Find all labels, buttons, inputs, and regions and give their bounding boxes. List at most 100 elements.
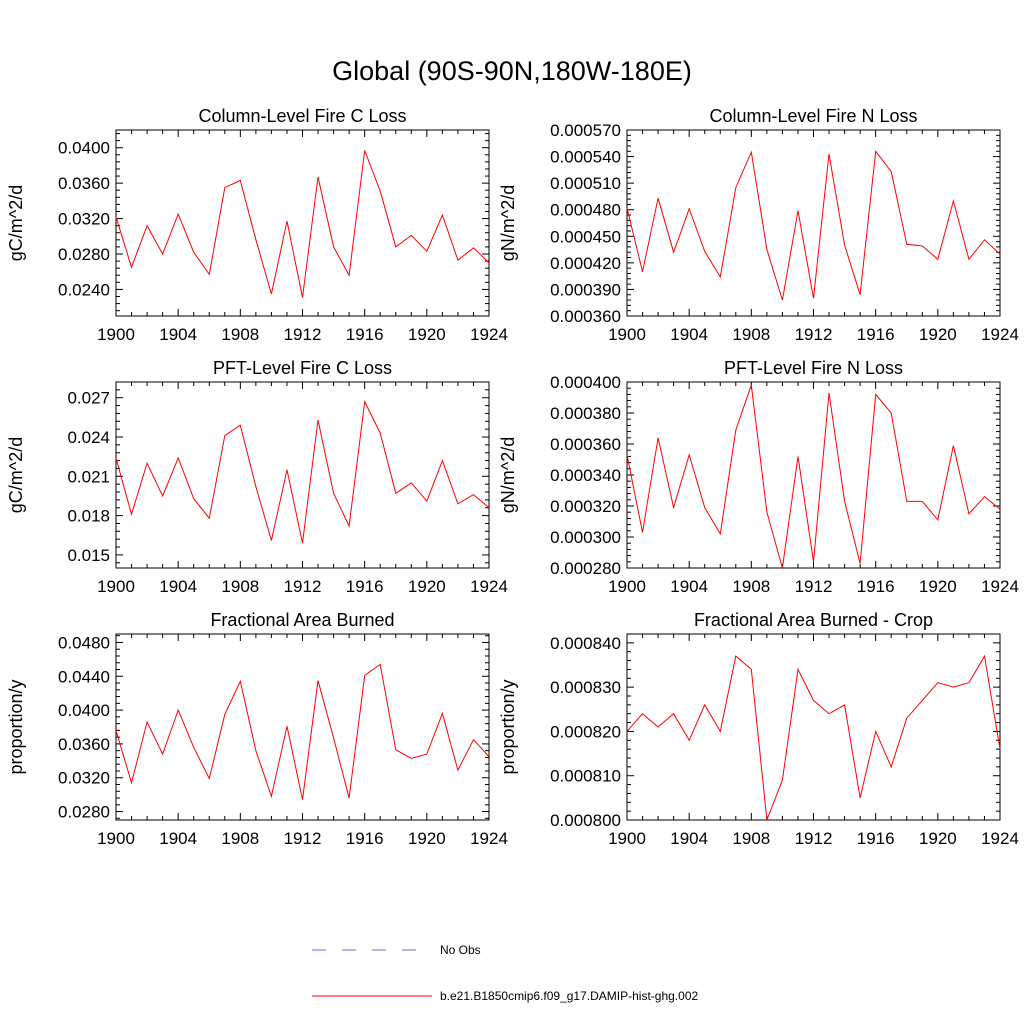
- plot-frame: [626, 633, 1001, 821]
- series-line: [626, 150, 1001, 301]
- x-tick-label: 1900: [97, 577, 135, 596]
- y-tick-label: 0.000360: [550, 435, 621, 454]
- y-axis-label: gC/m^2/d: [6, 437, 26, 513]
- x-tick-label: 1920: [919, 325, 957, 344]
- y-tick-label: 0.000810: [550, 767, 621, 786]
- x-tick-label: 1920: [919, 577, 957, 596]
- y-tick-label: 0.015: [67, 546, 110, 565]
- y-tick-label: 0.0320: [58, 210, 110, 229]
- y-tick-label: 0.0280: [58, 803, 110, 822]
- x-tick-label: 1916: [346, 325, 384, 344]
- x-tick-label: 1904: [670, 829, 708, 848]
- y-tick-label: 0.000340: [550, 466, 621, 485]
- panel-title: Fractional Area Burned: [210, 610, 394, 630]
- y-tick-label: 0.000450: [550, 227, 621, 246]
- series-line: [626, 654, 1001, 821]
- panel-fractional-area-burned: 1900 1904 1908 1912 1916 1920 1924 0.0280 0.0320…: [6, 610, 508, 848]
- legend: No Obs b.e21.B1850cmip6.f09_g17.DAMIP-his…: [312, 943, 698, 1003]
- y-tick-label: 0.000540: [550, 148, 621, 167]
- plot-frame: [115, 129, 490, 317]
- y-tick-label: 0.0360: [58, 735, 110, 754]
- y-tick-label: 0.0240: [58, 280, 110, 299]
- series-line: [626, 384, 1001, 569]
- x-tick-label: 1900: [608, 577, 646, 596]
- x-tick-label: 1912: [284, 577, 322, 596]
- x-tick-label: 1924: [470, 577, 508, 596]
- y-tick-label: 0.000320: [550, 497, 621, 516]
- x-tick-label: 1912: [795, 829, 833, 848]
- plot-frame: [626, 129, 1001, 317]
- y-tick-label: 0.0320: [58, 769, 110, 788]
- y-tick-label: 0.0400: [58, 139, 110, 158]
- y-tick-label: 0.000480: [550, 201, 621, 220]
- y-axis-label: gN/m^2/d: [498, 185, 518, 261]
- panel-pft-fire-c-loss: 1900 1904 1908 1912 1916 1920 1924 0.015 0.018 0.…: [6, 358, 508, 596]
- y-tick-label: 0.0480: [58, 633, 110, 652]
- series-line: [115, 150, 490, 298]
- y-axis-label: proportion/y: [6, 679, 26, 774]
- panel-column-fire-n-loss: 1900 1904 1908 1912 1916 1920 1924 0.000360 0.00…: [498, 106, 1019, 344]
- x-tick-label: 1920: [408, 829, 446, 848]
- series-line: [115, 399, 490, 544]
- y-tick-label: 0.000840: [550, 634, 621, 653]
- panel-title: Fractional Area Burned - Crop: [694, 610, 933, 630]
- y-tick-label: 0.000510: [550, 174, 621, 193]
- x-tick-label: 1920: [408, 577, 446, 596]
- y-tick-label: 0.000300: [550, 528, 621, 547]
- x-tick-label: 1908: [221, 829, 259, 848]
- y-tick-label: 0.000390: [550, 280, 621, 299]
- y-tick-label: 0.0280: [58, 245, 110, 264]
- panel-pft-fire-n-loss: 1900 1904 1908 1912 1916 1920 1924 0.000280 0.00…: [498, 358, 1019, 596]
- x-tick-label: 1912: [284, 829, 322, 848]
- x-tick-label: 1920: [919, 829, 957, 848]
- y-axis-label: gN/m^2/d: [498, 437, 518, 513]
- x-tick-label: 1924: [470, 325, 508, 344]
- x-tick-label: 1904: [159, 325, 197, 344]
- x-tick-label: 1912: [795, 577, 833, 596]
- y-tick-label: 0.000360: [550, 307, 621, 326]
- panel-title: Column-Level Fire C Loss: [198, 106, 406, 126]
- y-tick-label: 0.024: [67, 428, 110, 447]
- x-tick-label: 1900: [608, 325, 646, 344]
- y-tick-label: 0.000280: [550, 559, 621, 578]
- y-tick-label: 0.018: [67, 507, 110, 526]
- x-tick-label: 1904: [159, 577, 197, 596]
- y-axis-label: gC/m^2/d: [6, 185, 26, 261]
- y-tick-label: 0.000420: [550, 254, 621, 273]
- panel-column-fire-c-loss: 1900 1904 1908 1912 1916 1920 1924 0.0240 0.0280…: [6, 106, 508, 344]
- x-tick-label: 1920: [408, 325, 446, 344]
- x-tick-label: 1924: [981, 325, 1019, 344]
- x-tick-label: 1908: [732, 829, 770, 848]
- legend-label: b.e21.B1850cmip6.f09_g17.DAMIP-hist-ghg.…: [440, 989, 698, 1003]
- x-tick-label: 1900: [608, 829, 646, 848]
- x-tick-label: 1916: [857, 577, 895, 596]
- x-tick-label: 1908: [732, 325, 770, 344]
- x-tick-label: 1912: [284, 325, 322, 344]
- x-tick-label: 1912: [795, 325, 833, 344]
- y-tick-label: 0.000400: [550, 373, 621, 392]
- x-tick-label: 1900: [97, 325, 135, 344]
- x-tick-label: 1904: [670, 577, 708, 596]
- x-tick-label: 1924: [470, 829, 508, 848]
- y-tick-label: 0.0440: [58, 667, 110, 686]
- x-tick-label: 1916: [346, 577, 384, 596]
- y-axis-label: proportion/y: [498, 679, 518, 774]
- y-tick-label: 0.000820: [550, 722, 621, 741]
- y-tick-label: 0.027: [67, 389, 110, 408]
- y-tick-label: 0.000800: [550, 811, 621, 830]
- x-tick-label: 1924: [981, 577, 1019, 596]
- y-tick-label: 0.000380: [550, 404, 621, 423]
- y-tick-label: 0.0400: [58, 701, 110, 720]
- panel-title: PFT-Level Fire N Loss: [724, 358, 903, 378]
- x-tick-label: 1904: [670, 325, 708, 344]
- x-tick-label: 1908: [221, 577, 259, 596]
- y-tick-label: 0.021: [67, 467, 110, 486]
- series-line: [115, 663, 490, 800]
- figure-title: Global (90S-90N,180W-180E): [332, 56, 692, 86]
- y-tick-label: 0.000830: [550, 678, 621, 697]
- y-tick-label: 0.0360: [58, 174, 110, 193]
- x-tick-label: 1908: [732, 577, 770, 596]
- x-tick-label: 1924: [981, 829, 1019, 848]
- x-tick-label: 1916: [857, 325, 895, 344]
